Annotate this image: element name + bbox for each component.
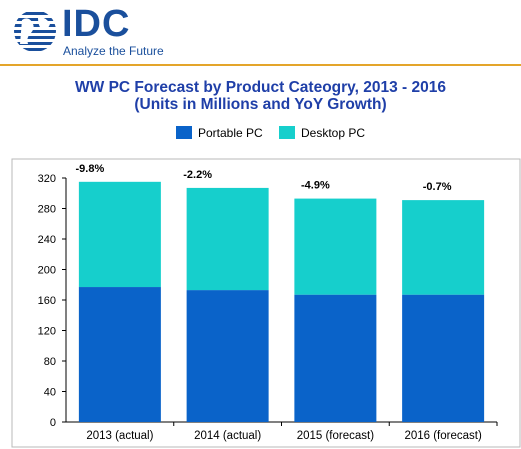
y-tick-label: 80 — [44, 356, 56, 368]
chart-title: WW PC Forecast by Product Cateogry, 2013… — [75, 79, 446, 96]
header: IDC Analyze the Future — [0, 0, 521, 66]
y-tick-label: 320 — [38, 173, 56, 185]
x-category-label: 2015 (forecast) — [297, 430, 375, 442]
y-tick-label: 200 — [38, 265, 56, 277]
bar-desktop-pc-2 — [186, 187, 269, 291]
x-category-label: 2013 (actual) — [86, 430, 153, 442]
y-tick-label: 160 — [38, 295, 56, 307]
chart-subtitle: (Units in Millions and YoY Growth) — [134, 96, 387, 113]
yoy-growth-label: -9.8% — [76, 163, 105, 175]
y-tick-label: 240 — [38, 234, 56, 246]
y-tick-label: 0 — [50, 417, 56, 429]
logo-text: IDC — [62, 3, 131, 45]
yoy-growth-label: -2.2% — [183, 169, 212, 181]
bar-desktop-pc-1 — [78, 181, 161, 288]
chart-title-block: WW PC Forecast by Product Cateogry, 2013… — [0, 79, 521, 113]
bar-portable-pc-3 — [294, 294, 377, 422]
legend-label-desktop-pc: Desktop PC — [301, 126, 366, 140]
y-tick-label: 40 — [44, 387, 56, 399]
yoy-growth-label: -4.9% — [301, 180, 330, 192]
x-category-label: 2014 (actual) — [194, 430, 261, 442]
bar-desktop-pc-3 — [294, 198, 377, 295]
bar-portable-pc-2 — [186, 290, 269, 422]
legend-label-portable-pc: Portable PC — [198, 126, 263, 140]
chart-legend: Portable PC Desktop PC — [0, 124, 521, 142]
y-tick-label: 120 — [38, 326, 56, 338]
globe-icon — [14, 10, 56, 52]
y-tick-label: 280 — [38, 204, 56, 216]
bar-portable-pc-4 — [402, 294, 485, 422]
legend-swatch-portable-pc — [176, 126, 192, 139]
yoy-growth-label: -0.7% — [423, 181, 452, 193]
logo-tagline: Analyze the Future — [63, 44, 164, 58]
bar-portable-pc-1 — [78, 287, 161, 422]
legend-swatch-desktop-pc — [279, 126, 295, 139]
header-divider — [0, 64, 521, 66]
bar-desktop-pc-4 — [402, 200, 485, 295]
x-category-label: 2016 (forecast) — [404, 430, 482, 442]
chart-frame — [11, 158, 521, 448]
